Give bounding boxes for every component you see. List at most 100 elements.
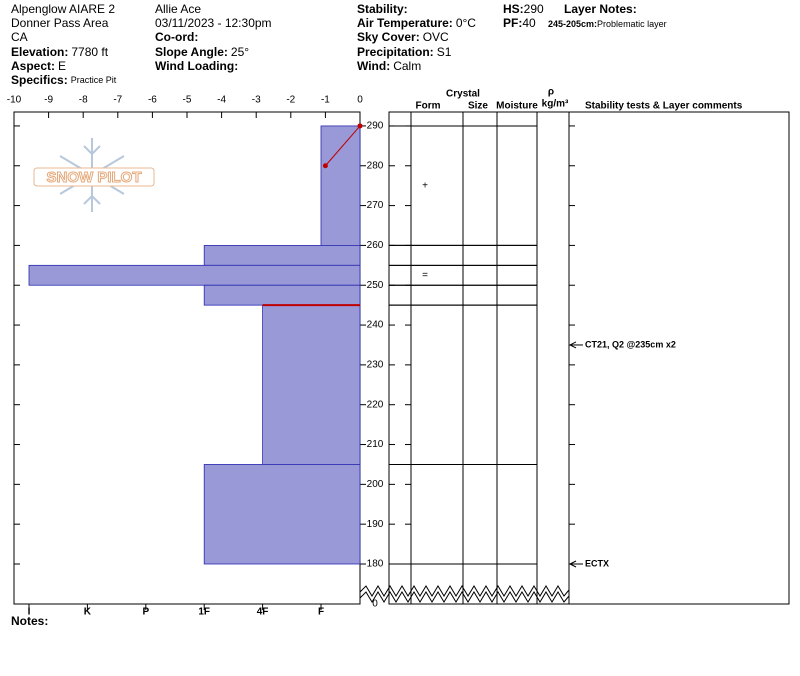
depth-tick-label: 210: [367, 439, 384, 450]
header-field: Donner Pass Area: [11, 16, 109, 30]
depth-tick-label: 190: [367, 519, 384, 530]
hardness-label: 4F: [257, 607, 269, 618]
temp-tick-label: 0: [357, 95, 363, 106]
hardness-layer: [28, 264, 361, 286]
field-label: Stability:: [357, 2, 408, 16]
temp-tick-label: -8: [79, 95, 88, 106]
field-label: HS:: [503, 2, 524, 16]
crystal-form: +: [422, 180, 428, 191]
field-value: OVC: [423, 30, 449, 44]
table-columns: [410, 112, 570, 604]
temp-tick-label: -4: [217, 95, 226, 106]
depth-tick-label: 290: [367, 121, 384, 132]
field-label: Elevation:: [11, 45, 68, 59]
header-field: CA: [11, 30, 28, 44]
table-header: Crystal: [446, 89, 480, 100]
table-frame: [388, 111, 790, 605]
header-field: 245-205cm:Problematic layer: [548, 19, 667, 29]
temp-tick-label: -3: [252, 95, 261, 106]
table-header: ρ: [548, 87, 554, 98]
header-field: Alpenglow AIARE 2: [11, 2, 115, 16]
field-value: 0°C: [456, 16, 476, 30]
temperature-line: [325, 125, 361, 167]
test-comment: ECTX: [585, 558, 609, 568]
depth-tick-label: 270: [367, 200, 384, 211]
field-label: PF:: [503, 16, 522, 30]
hardness-layer: [203, 245, 361, 266]
header-field: PF:40: [503, 16, 536, 30]
temperature-point: [357, 123, 363, 129]
field-label: Sky Cover:: [357, 30, 420, 44]
header-field: 03/11/2023 - 12:30pm: [155, 16, 272, 30]
field-label: 245-205cm:: [548, 19, 597, 29]
field-label: Wind Loading:: [155, 59, 238, 73]
field-value: Practice Pit: [71, 75, 117, 85]
field-label: Aspect:: [11, 59, 55, 73]
test-arrowhead: [568, 560, 577, 568]
header-field: Layer Notes:: [564, 2, 637, 16]
depth-tick-label: 200: [367, 479, 384, 490]
temp-tick-label: -7: [113, 95, 122, 106]
depth-tick-label: 0: [372, 599, 378, 610]
depth-tick-label: 250: [367, 280, 384, 291]
field-value: Problematic layer: [597, 19, 667, 29]
table-header: Size: [468, 101, 488, 112]
hardness-label: P: [142, 607, 149, 618]
logo-text: SNOW PILOT: [47, 169, 142, 186]
field-value: 25°: [231, 45, 249, 59]
header-field: Wind Loading:: [155, 59, 238, 73]
header-field: Specifics: Practice Pit: [11, 73, 117, 87]
hardness-layer: [203, 284, 361, 306]
field-label: Slope Angle:: [155, 45, 228, 59]
hardness-label: F: [318, 607, 324, 618]
temp-tick-label: -10: [7, 95, 22, 106]
field-label: Specifics:: [11, 73, 68, 87]
header-field: Precipitation: S1: [357, 45, 452, 59]
field-label: Layer Notes:: [564, 2, 637, 16]
table-header: kg/m³: [542, 99, 569, 110]
test-comment: CT21, Q2 @235cm x2: [585, 339, 676, 349]
hardness-label: K: [84, 607, 92, 618]
depth-tick-label: 240: [367, 320, 384, 331]
header-field: Elevation: 7780 ft: [11, 45, 109, 59]
field-value: Calm: [393, 59, 421, 73]
temperature-point: [322, 163, 328, 169]
field-value: 7780 ft: [71, 45, 108, 59]
field-label: Wind:: [357, 59, 390, 73]
field-value: E: [58, 59, 66, 73]
depth-tick-label: 220: [367, 399, 384, 410]
hardness-layer: [262, 304, 361, 465]
table-header: Moisture: [496, 101, 538, 112]
table-header: Form: [416, 101, 441, 112]
field-label: Co-ord:: [155, 30, 198, 44]
notes-label: Notes:: [11, 614, 48, 628]
header-field: Aspect: E: [11, 59, 66, 73]
test-arrowhead: [568, 341, 577, 349]
header-field: Stability:: [357, 2, 408, 16]
header-field: Air Temperature: 0°C: [357, 16, 476, 30]
temp-tick-label: -6: [148, 95, 157, 106]
header-field: Co-ord:: [155, 30, 198, 44]
depth-tick-label: 230: [367, 360, 384, 371]
hardness-label: 1F: [198, 607, 210, 618]
temp-tick-label: -1: [321, 95, 330, 106]
depth-tick-label: 280: [367, 160, 384, 171]
header-field: Wind: Calm: [357, 59, 421, 73]
temp-tick-label: -9: [44, 95, 53, 106]
field-label: Precipitation:: [357, 45, 434, 59]
field-value: S1: [437, 45, 452, 59]
field-value: 290: [524, 2, 544, 16]
temp-tick-label: -2: [286, 95, 295, 106]
axis-break: [359, 585, 570, 603]
field-value: 40: [522, 16, 536, 30]
hardness-label: I: [28, 607, 31, 618]
depth-tick-label: 260: [367, 240, 384, 251]
header-field: HS:290: [503, 2, 544, 16]
header-field: Slope Angle: 25°: [155, 45, 249, 59]
hardness-layer: [203, 464, 361, 565]
logo-box: [33, 167, 155, 187]
header-field: Allie Ace: [155, 2, 201, 16]
table-header: Stability tests & Layer comments: [585, 101, 743, 112]
field-label: Air Temperature:: [357, 16, 453, 30]
